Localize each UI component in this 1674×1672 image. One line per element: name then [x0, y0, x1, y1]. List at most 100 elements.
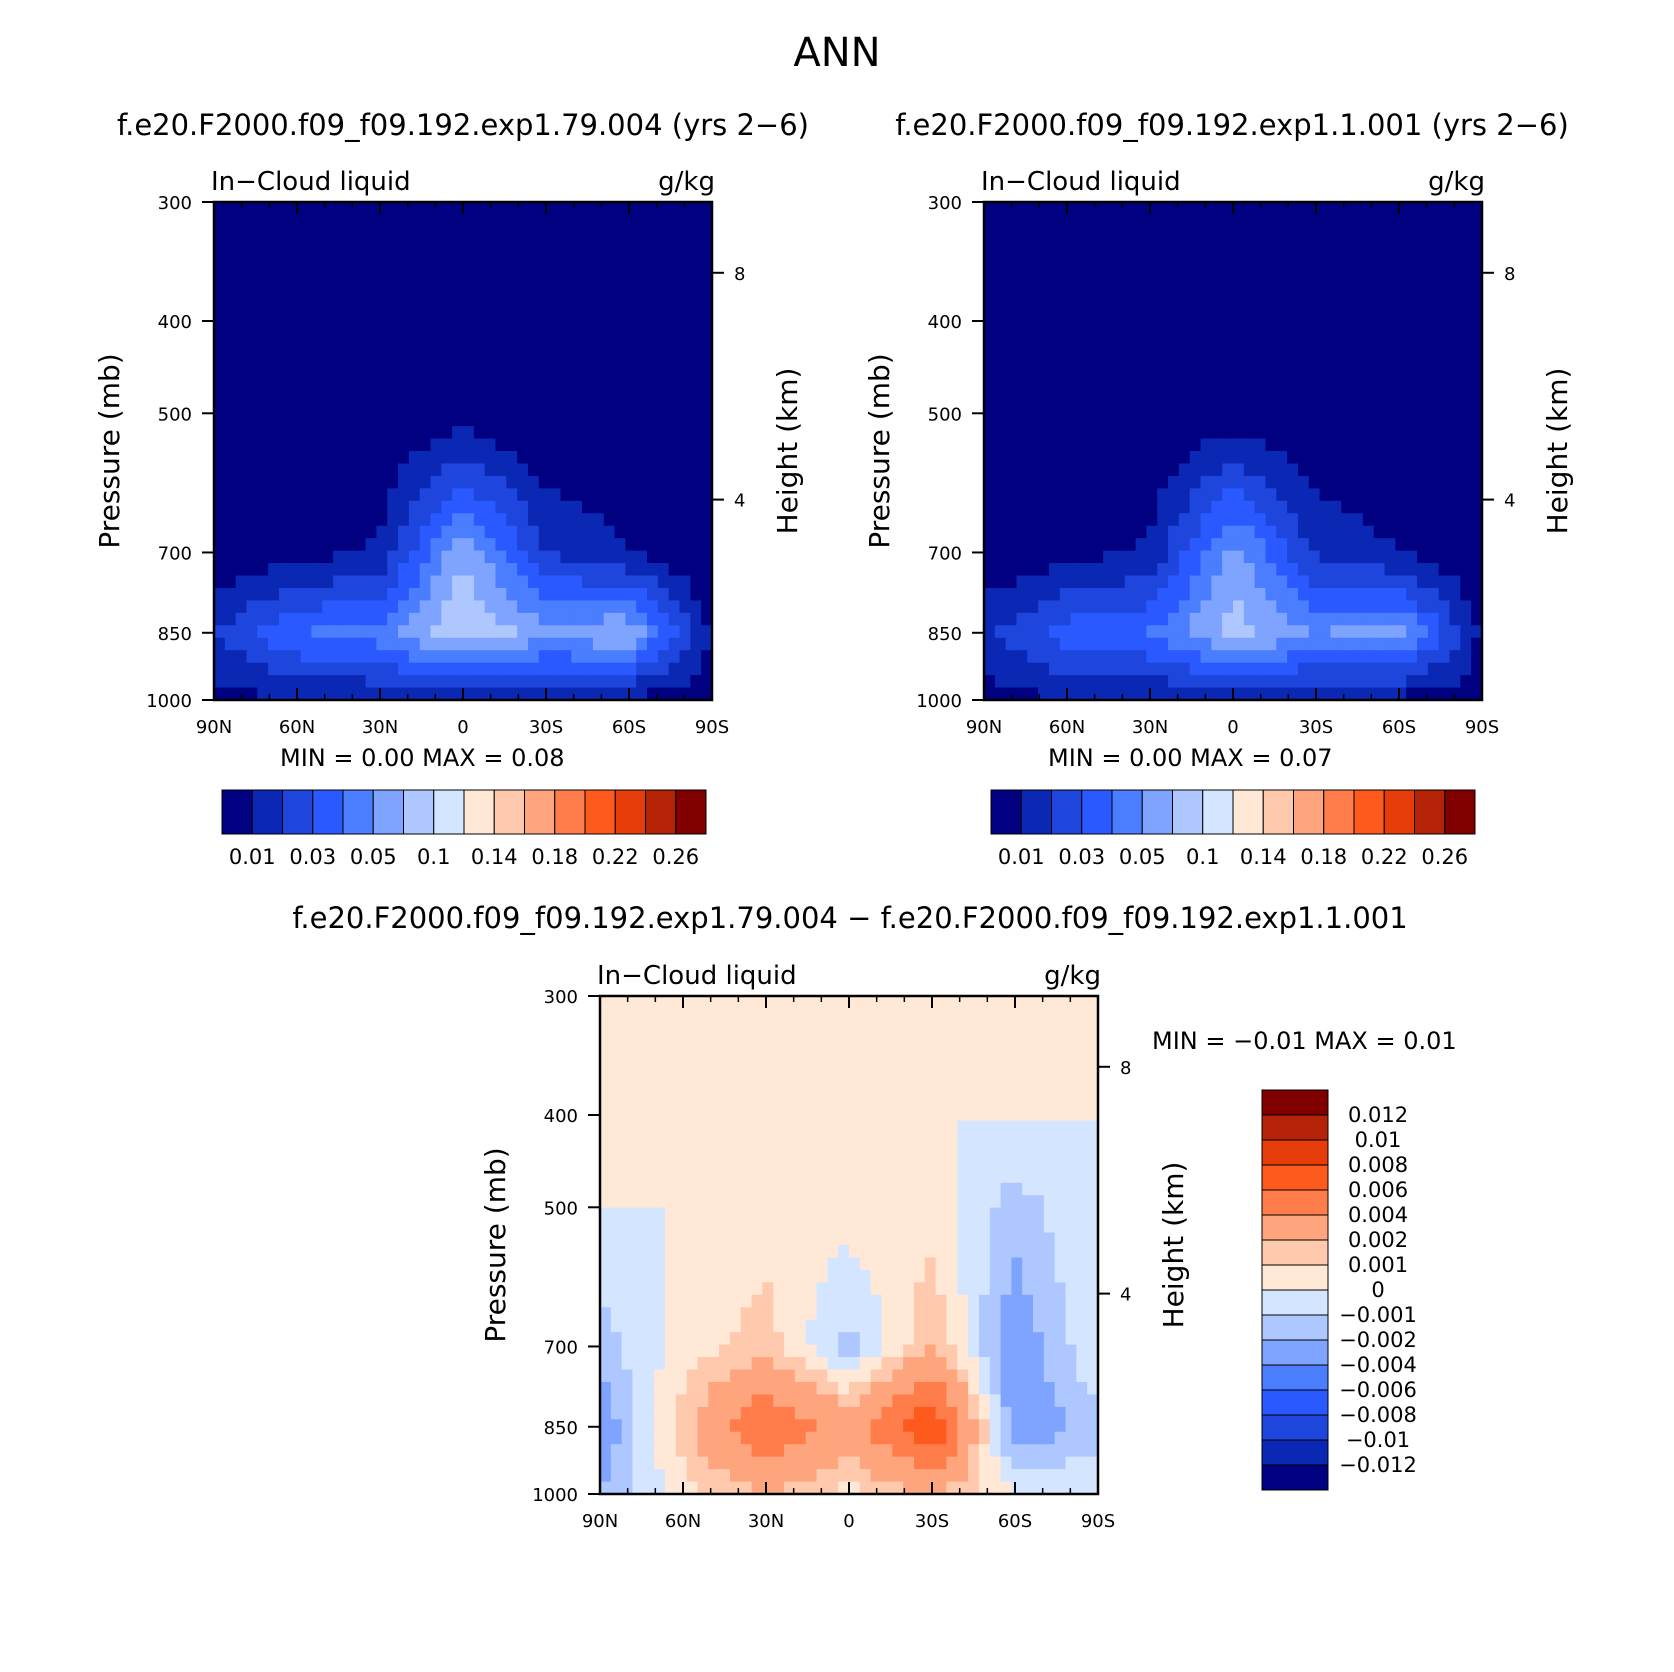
field-cell	[1406, 314, 1418, 328]
field-cell	[1449, 513, 1461, 527]
field-cell	[1427, 338, 1440, 352]
field-cell	[1146, 600, 1158, 614]
field-cell	[1054, 1008, 1067, 1022]
field-cell	[719, 1070, 731, 1084]
field-cell	[592, 451, 605, 465]
field-cell	[994, 587, 1007, 601]
field-cell	[984, 600, 996, 614]
field-cell	[1113, 587, 1126, 601]
field-cell	[1135, 451, 1147, 465]
field-cell	[1157, 301, 1169, 315]
field-cell	[1395, 600, 1407, 614]
field-cell	[1384, 426, 1396, 440]
field-cell	[224, 388, 237, 402]
field-cell	[506, 687, 518, 701]
field-cell	[1460, 612, 1472, 626]
field-cell	[859, 1095, 872, 1109]
field-cell	[517, 612, 529, 626]
field-cell	[989, 1083, 1002, 1097]
field-cell	[419, 575, 432, 589]
field-cell	[1362, 301, 1375, 315]
field-cell	[719, 1282, 731, 1296]
field-cell	[1103, 612, 1115, 626]
field-cell	[762, 1008, 774, 1022]
field-cell	[1076, 996, 1088, 1010]
field-cell	[697, 1095, 709, 1109]
field-cell	[679, 488, 691, 502]
field-cell	[924, 1132, 937, 1146]
field-cells	[600, 996, 1099, 1495]
field-cell	[1124, 301, 1137, 315]
field-cell	[675, 1058, 688, 1072]
field-cell	[1395, 488, 1407, 502]
field-cell	[740, 1070, 753, 1084]
field-cell	[668, 251, 681, 265]
field-cell	[1059, 637, 1072, 651]
field-cell	[506, 637, 518, 651]
field-cell	[701, 687, 713, 701]
field-cell	[708, 1008, 720, 1022]
field-cell	[387, 550, 399, 564]
field-cell	[1103, 675, 1115, 689]
field-cell	[838, 1282, 850, 1296]
field-cell	[625, 264, 637, 278]
field-cell	[625, 451, 637, 465]
field-cell	[1341, 226, 1353, 240]
field-cell	[278, 289, 291, 303]
field-cell	[1200, 264, 1212, 278]
field-cell	[994, 538, 1007, 552]
field-cell	[419, 625, 432, 639]
field-cell	[1395, 550, 1407, 564]
field-cell	[892, 1095, 904, 1109]
field-cell	[1059, 475, 1072, 489]
field-cell	[1287, 388, 1299, 402]
field-cell	[1048, 600, 1061, 614]
field-cell	[1113, 575, 1126, 589]
field-cell	[600, 1269, 612, 1283]
field-cell	[452, 575, 464, 589]
field-cell	[365, 239, 377, 253]
field-cell	[614, 251, 626, 265]
field-cell	[668, 376, 681, 390]
field-cell	[701, 475, 713, 489]
field-cell	[647, 612, 659, 626]
field-cell	[549, 401, 562, 415]
field-cell	[517, 401, 529, 415]
field-cell	[538, 488, 551, 502]
field-cell	[1189, 451, 1202, 465]
field-cell	[805, 1245, 818, 1259]
field-cell	[592, 500, 605, 514]
field-cell	[1308, 239, 1321, 253]
field-cell	[1087, 1170, 1099, 1184]
field-cell	[1222, 214, 1234, 228]
colorbar-swatch	[1111, 789, 1143, 835]
field-cell	[664, 1070, 677, 1084]
field-cell	[376, 338, 388, 352]
field-cell	[1222, 538, 1234, 552]
field-cell	[1352, 500, 1364, 514]
field-cell	[1124, 202, 1137, 216]
field-cell	[978, 1282, 991, 1296]
field-cell	[322, 264, 334, 278]
field-cell	[1168, 662, 1180, 676]
field-cell	[827, 1020, 839, 1034]
field-cell	[1081, 625, 1093, 639]
field-cell	[1319, 289, 1332, 303]
field-cell	[1341, 388, 1353, 402]
field-cell	[333, 314, 345, 328]
field-cell	[376, 226, 388, 240]
field-cell	[1005, 625, 1018, 639]
field-cell	[1233, 413, 1245, 427]
field-cell	[935, 1157, 948, 1171]
field-cell	[506, 401, 518, 415]
field-cell	[1189, 326, 1202, 340]
field-cell	[668, 226, 681, 240]
field-cell	[701, 426, 713, 440]
field-cell	[365, 463, 377, 477]
field-cell	[994, 438, 1007, 452]
field-cell	[1449, 264, 1461, 278]
field-cell	[603, 363, 616, 377]
field-cell	[636, 413, 648, 427]
field-cell	[1027, 488, 1039, 502]
field-cell	[268, 538, 280, 552]
